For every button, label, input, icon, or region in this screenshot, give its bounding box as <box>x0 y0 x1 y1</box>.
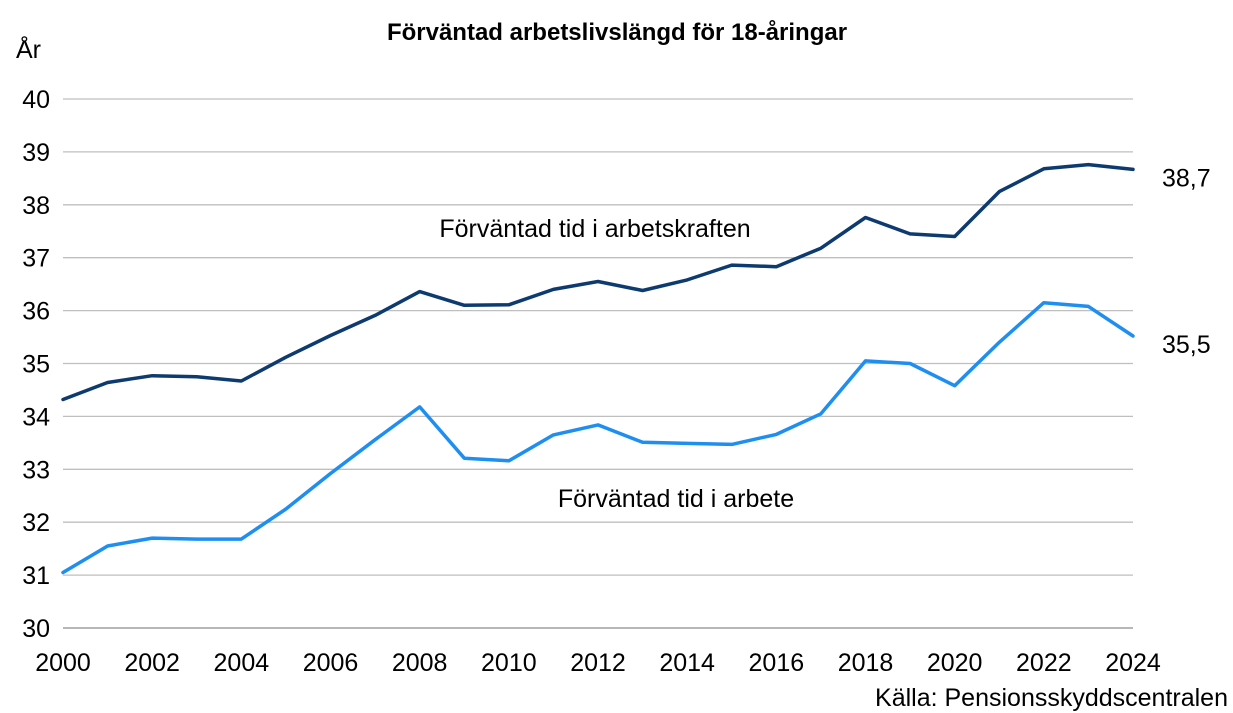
x-tick-label: 2004 <box>214 649 270 677</box>
y-tick-label: 34 <box>22 403 50 431</box>
series-labels: Förväntad tid i arbetskraften Förväntad … <box>439 215 794 513</box>
y-tick-label: 33 <box>22 456 50 484</box>
y-tick-label: 38 <box>22 192 50 220</box>
y-axis-label: År <box>16 34 41 64</box>
series-label-arbete: Förväntad tid i arbete <box>558 485 794 513</box>
x-axis-ticks: 2000 2002 2004 2006 2008 2010 2012 2014 2016 2018… <box>35 649 1161 677</box>
x-tick-label: 2002 <box>124 649 180 677</box>
x-tick-label: 2000 <box>35 649 91 677</box>
x-tick-label: 2022 <box>1016 649 1072 677</box>
y-tick-label: 30 <box>22 615 50 643</box>
x-tick-label: 2006 <box>303 649 359 677</box>
x-tick-label: 2016 <box>749 649 805 677</box>
end-value-labels: 38,7 35,5 <box>1162 164 1211 359</box>
chart-title: Förväntad arbetslivslängd för 18-åringar <box>387 19 847 46</box>
end-value-label-1: 35,5 <box>1162 331 1211 359</box>
y-tick-label: 36 <box>22 298 50 326</box>
y-tick-label: 40 <box>22 86 50 114</box>
x-tick-label: 2018 <box>838 649 894 677</box>
x-tick-label: 2012 <box>570 649 626 677</box>
x-tick-label: 2014 <box>659 649 715 677</box>
y-tick-label: 37 <box>22 245 50 273</box>
x-tick-label: 2020 <box>927 649 983 677</box>
series-line-1 <box>61 300 1135 575</box>
series-line-0 <box>61 162 1135 402</box>
series-lines <box>61 162 1135 575</box>
y-tick-label: 35 <box>22 351 50 379</box>
y-tick-label: 32 <box>22 509 50 537</box>
y-tick-label: 39 <box>22 139 50 167</box>
x-tick-label: 2010 <box>481 649 537 677</box>
gridlines <box>63 98 1133 629</box>
x-tick-label: 2024 <box>1105 649 1161 677</box>
y-tick-label: 31 <box>22 562 50 590</box>
end-value-label-0: 38,7 <box>1162 164 1211 192</box>
y-axis-ticks: 30 31 32 33 34 35 36 37 38 39 40 <box>22 86 50 643</box>
x-tick-label: 2008 <box>392 649 448 677</box>
series-label-arbetskraften: Förväntad tid i arbetskraften <box>439 215 750 243</box>
source-label: Källa: Pensionsskyddscentralen <box>875 684 1228 712</box>
